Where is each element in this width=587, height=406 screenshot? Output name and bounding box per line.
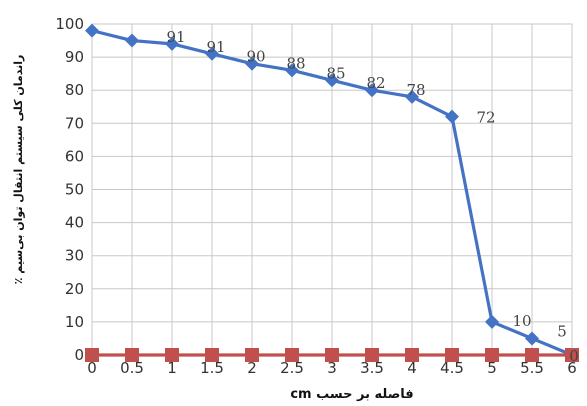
x-tick-label: 2 — [247, 359, 257, 377]
data-label: 82 — [366, 74, 385, 92]
y-tick-label: 90 — [65, 48, 84, 66]
series-2-point — [245, 348, 259, 362]
series-1-point — [445, 109, 459, 124]
series-1-point — [165, 36, 179, 51]
series-1-point — [205, 46, 219, 61]
y-tick-label: 50 — [65, 181, 84, 199]
y-tick-label: 40 — [65, 214, 84, 232]
x-axis-title: فاصله بر حسب cm — [290, 387, 413, 402]
data-label: 88 — [286, 54, 305, 72]
x-tick-label: 1.5 — [200, 359, 224, 377]
x-tick-label: 6 — [567, 359, 577, 377]
x-tick-label: 0 — [87, 359, 97, 377]
series-2-point — [405, 348, 419, 362]
data-label: 90 — [246, 48, 265, 66]
series-2-point — [205, 348, 219, 362]
x-tick-label: 2.5 — [280, 359, 304, 377]
y-tick-label: 0 — [74, 346, 84, 364]
data-label: 91 — [206, 38, 225, 56]
series-2-point — [365, 348, 379, 362]
series-2-point — [325, 348, 339, 362]
data-label: 85 — [326, 64, 345, 82]
data-label: 72 — [476, 109, 495, 127]
y-tick-label: 30 — [65, 247, 84, 265]
data-label: 78 — [406, 81, 425, 99]
series-1-point — [405, 89, 419, 104]
x-tick-label: 5.5 — [520, 359, 544, 377]
y-tick-label: 70 — [65, 114, 84, 132]
series-1-point — [325, 73, 339, 88]
series-1-point — [525, 331, 539, 346]
data-label: 91 — [166, 28, 185, 46]
data-label: 10 — [512, 312, 531, 330]
x-tick-label: 4.5 — [440, 359, 464, 377]
y-axis-title: راندمان کلی سیستم انتقال توان بی‌سیم ٪ — [12, 55, 25, 285]
series-1-point — [125, 33, 139, 48]
x-tick-label: 1 — [167, 359, 177, 377]
series-2-point — [485, 348, 499, 362]
series-2-point — [85, 348, 99, 362]
series-2-point — [565, 348, 579, 362]
series-2-point — [285, 348, 299, 362]
x-tick-label: 3.5 — [360, 359, 384, 377]
y-tick-label: 80 — [65, 81, 84, 99]
series-2-point — [525, 348, 539, 362]
x-tick-label: 5 — [487, 359, 497, 377]
series-2-point — [445, 348, 459, 362]
series-1-point — [365, 83, 379, 98]
y-tick-label: 10 — [65, 313, 84, 331]
series-1-point — [245, 56, 259, 71]
series-1-point — [485, 314, 499, 329]
x-tick-label: 3 — [327, 359, 337, 377]
data-label: 0 — [569, 347, 579, 365]
x-tick-label: 4 — [407, 359, 417, 377]
series-1-point — [285, 63, 299, 78]
data-label: 5 — [557, 322, 567, 340]
series-2-point — [125, 348, 139, 362]
series-1-point — [85, 23, 99, 38]
y-tick-label: 60 — [65, 147, 84, 165]
y-tick-label: 20 — [65, 280, 84, 298]
series-2-point — [165, 348, 179, 362]
y-tick-label: 100 — [55, 15, 84, 33]
x-tick-label: 0.5 — [120, 359, 144, 377]
